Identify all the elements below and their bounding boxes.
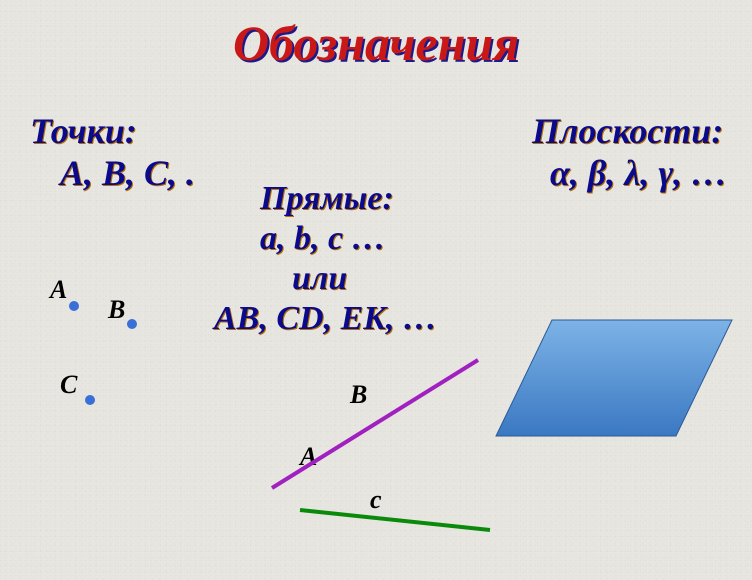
line-ab-label-a: A — [300, 442, 317, 472]
point-a-dot — [69, 301, 79, 311]
page-title: Обозначения — [233, 14, 519, 72]
line-c-label: c — [370, 485, 382, 515]
planes-body: α, β, λ, γ, … — [550, 152, 727, 194]
point-c-label: C — [60, 370, 77, 400]
plane-beta-label: β — [566, 400, 577, 426]
points-body: A, B, C, . — [60, 152, 195, 194]
line-ab-label-b: B — [350, 380, 367, 410]
point-c-dot — [85, 395, 95, 405]
planes-header: Плоскости: — [532, 110, 723, 152]
lines-header: Прямые: — [260, 180, 394, 218]
point-b-dot — [127, 319, 137, 329]
lines-body-or: или — [292, 260, 347, 298]
point-a-label: A — [50, 275, 67, 305]
points-header: Точки: — [30, 110, 137, 152]
lines-body-1: a, b, c … — [260, 220, 386, 258]
lines-body-2: AB, CD, EK, … — [214, 300, 437, 338]
point-b-label: B — [108, 295, 125, 325]
